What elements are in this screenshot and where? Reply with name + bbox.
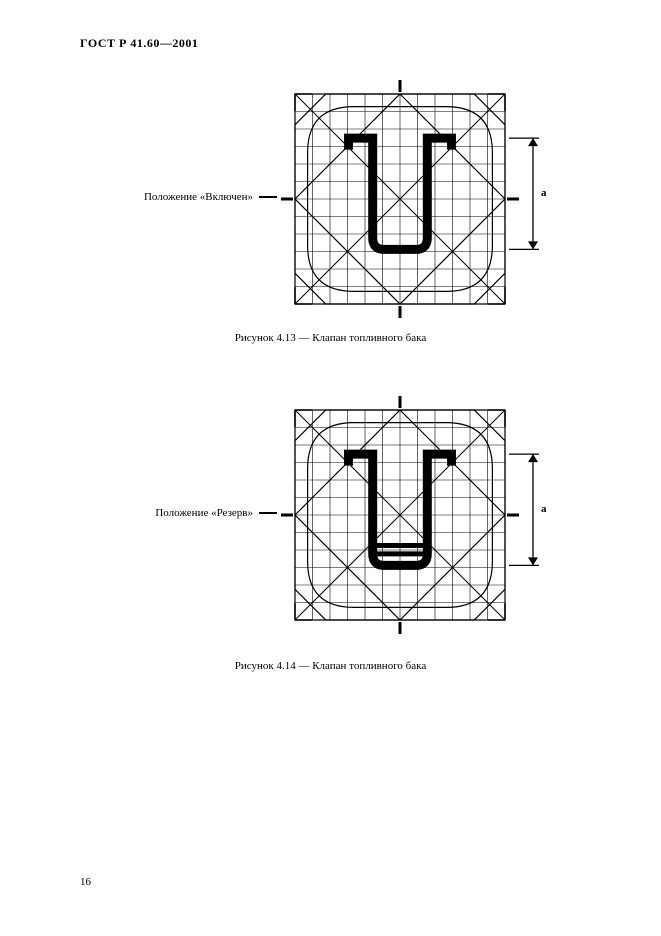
standard-code: ГОСТ Р 41.60—2001 (80, 36, 198, 51)
dim-arrow (528, 557, 538, 565)
figure-side-label: Положение «Резерв» (0, 507, 277, 519)
side-label-text: Положение «Включен» (144, 191, 253, 203)
side-label-text: Положение «Резерв» (155, 507, 253, 519)
construction-diagram (281, 396, 567, 634)
dimension-label: a (541, 503, 547, 515)
figure-caption: Рисунок 4.13 — Клапан топливного бака (0, 332, 661, 344)
diagram-container (281, 396, 567, 634)
dim-arrow (528, 138, 538, 146)
construction-diagram (281, 80, 567, 318)
figure-caption: Рисунок 4.14 — Клапан топливного бака (0, 660, 661, 672)
figure-4-14: Положение «Резерв» a (0, 388, 661, 678)
dimension-label: a (541, 187, 547, 199)
diagram-container (281, 80, 567, 318)
dim-arrow (528, 241, 538, 249)
page-number: 16 (80, 876, 91, 888)
page: ГОСТ Р 41.60—2001 Положение «Включен» a … (0, 0, 661, 936)
leader-dash (259, 196, 277, 198)
figure-side-label: Положение «Включен» (0, 191, 277, 203)
dim-arrow (528, 454, 538, 462)
leader-dash (259, 512, 277, 514)
figure-4-13: Положение «Включен» a (0, 72, 661, 352)
